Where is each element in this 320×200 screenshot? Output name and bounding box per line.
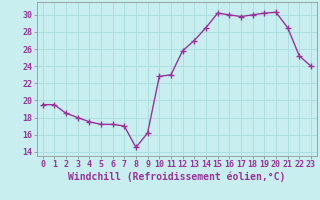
X-axis label: Windchill (Refroidissement éolien,°C): Windchill (Refroidissement éolien,°C) [68,172,285,182]
